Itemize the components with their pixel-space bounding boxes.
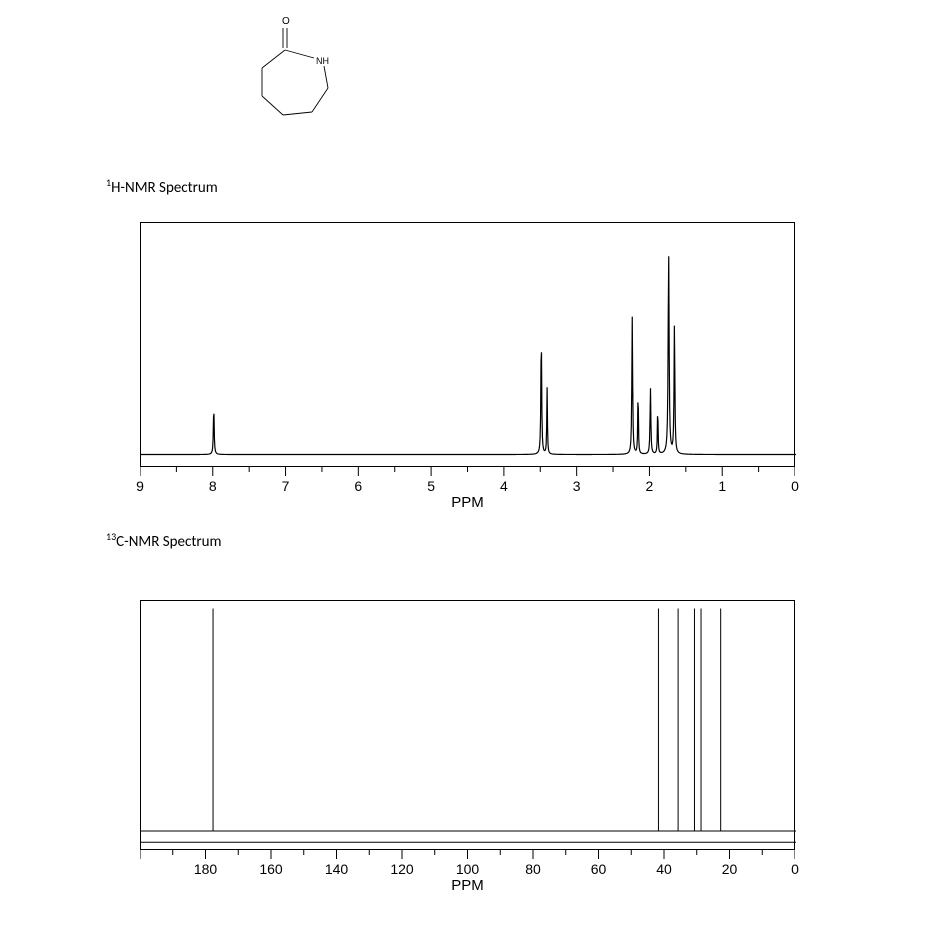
c13-axis-tick-label: 40 bbox=[656, 861, 672, 877]
c13-axis-tick-label: 80 bbox=[525, 861, 541, 877]
page-root: O NH 1H-NMR Spectrum 9 8 7 6 5 4 3 2 1 0 PPM 13C-N… bbox=[0, 0, 945, 928]
h1-axis-tick-label: 8 bbox=[209, 478, 217, 494]
c13-axis-tick-label: 100 bbox=[456, 861, 479, 877]
c13-axis-title: PPM bbox=[451, 877, 484, 894]
c13-axis-tick-label: 160 bbox=[259, 861, 282, 877]
molecule-svg: O NH bbox=[230, 10, 380, 160]
h1-axis-tick-label: 1 bbox=[718, 478, 726, 494]
h1-axis-tick-label: 6 bbox=[354, 478, 362, 494]
oxygen-label: O bbox=[282, 16, 290, 27]
h1-axis-tick-label: 3 bbox=[573, 478, 581, 494]
h1-axis-tick-label: 2 bbox=[646, 478, 654, 494]
h1-axis-tick-label: 0 bbox=[791, 478, 799, 494]
h1-label-text: H-NMR Spectrum bbox=[111, 179, 218, 197]
c13-axis-tick-label: 0 bbox=[791, 861, 799, 877]
h1-axis-tick-label: 4 bbox=[500, 478, 508, 494]
h1-nmr-axis: 9876543210PPM bbox=[140, 467, 795, 507]
c13-axis-tick-label: 20 bbox=[722, 861, 738, 877]
c13-label-text: C-NMR Spectrum bbox=[116, 533, 221, 551]
h1-nmr-spectrum-panel bbox=[140, 222, 795, 467]
c13-axis-tick-label: 180 bbox=[194, 861, 217, 877]
c13-axis-tick-label: 60 bbox=[591, 861, 607, 877]
h1-axis-tick-label: 5 bbox=[427, 478, 435, 494]
c13-nmr-svg bbox=[141, 601, 796, 851]
h1-nmr-svg bbox=[141, 223, 796, 468]
c13-nmr-axis: 180160140120100806040200PPM bbox=[140, 850, 795, 890]
nh-label: NH bbox=[316, 56, 329, 66]
h1-nmr-section-label: 1H-NMR Spectrum bbox=[106, 176, 218, 197]
h1-axis-title: PPM bbox=[451, 494, 484, 511]
c13-superscript: 13 bbox=[106, 530, 116, 543]
c13-nmr-spectrum-panel bbox=[140, 600, 795, 850]
molecule-structure: O NH bbox=[230, 10, 380, 160]
h1-axis-tick-label: 7 bbox=[282, 478, 290, 494]
h1-axis-tick-label: 9 bbox=[136, 478, 144, 494]
c13-axis-tick-label: 120 bbox=[390, 861, 413, 877]
c13-axis-tick-label: 140 bbox=[325, 861, 348, 877]
c13-nmr-section-label: 13C-NMR Spectrum bbox=[106, 530, 221, 551]
